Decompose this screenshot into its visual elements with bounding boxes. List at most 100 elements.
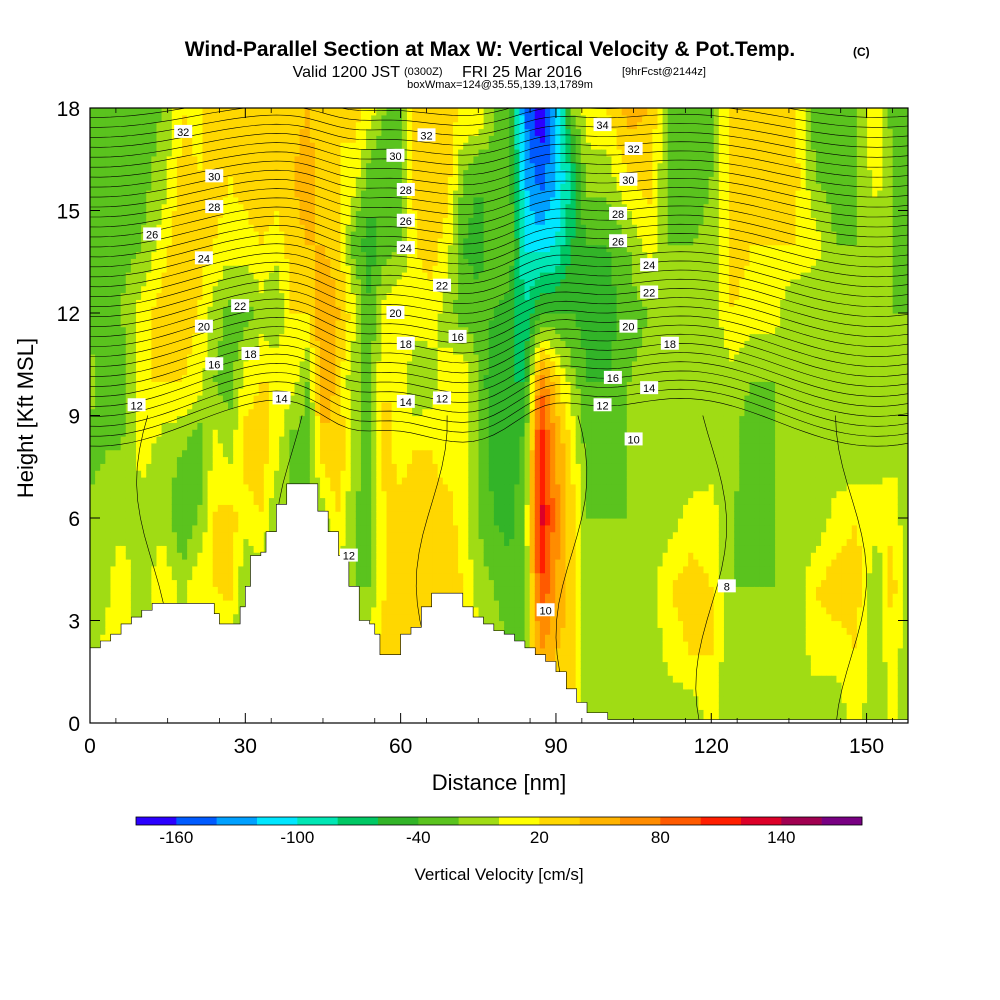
- w-cell: [156, 374, 163, 382]
- w-cell: [228, 579, 234, 587]
- w-cell: [207, 565, 214, 574]
- w-cell: [279, 272, 285, 280]
- w-cell: [299, 258, 306, 266]
- w-cell: [161, 586, 168, 594]
- w-cell: [263, 483, 270, 492]
- w-cell: [176, 183, 183, 191]
- w-cell: [289, 415, 296, 423]
- w-cell: [263, 429, 270, 437]
- w-cell: [350, 442, 357, 451]
- w-cell: [110, 504, 117, 512]
- w-cell: [146, 552, 152, 560]
- w-cell: [192, 490, 198, 499]
- w-cell: [314, 142, 321, 150]
- w-cell: [263, 477, 270, 485]
- w-cell: [151, 237, 158, 246]
- w-cell: [156, 463, 163, 471]
- w-cell: [130, 360, 137, 369]
- w-cell: [141, 354, 147, 362]
- w-cell: [182, 593, 188, 601]
- w-cell: [238, 511, 244, 519]
- w-cell: [130, 422, 137, 430]
- w-cell: [100, 442, 106, 451]
- w-cell: [279, 429, 285, 437]
- w-cell: [309, 388, 316, 396]
- w-cell: [274, 142, 280, 150]
- w-cell: [330, 244, 336, 253]
- w-cell: [233, 354, 239, 362]
- w-cell: [176, 313, 183, 321]
- w-cell: [125, 388, 132, 396]
- w-cell: [320, 162, 326, 171]
- w-cell: [243, 395, 250, 403]
- w-cell: [207, 470, 214, 478]
- w-cell: [371, 470, 377, 478]
- w-cell: [115, 224, 122, 232]
- w-cell: [366, 552, 372, 560]
- w-cell: [182, 483, 188, 492]
- w-cell: [330, 340, 336, 348]
- w-cell: [100, 613, 106, 622]
- w-cell: [161, 210, 168, 218]
- w-cell: [340, 135, 347, 143]
- w-cell: [176, 272, 183, 280]
- w-cell: [268, 155, 275, 164]
- w-cell: [192, 333, 198, 341]
- w-cell: [238, 408, 244, 417]
- w-cell: [110, 490, 117, 499]
- w-cell: [192, 135, 198, 143]
- w-cell: [192, 524, 198, 533]
- w-cell: [146, 360, 152, 369]
- w-cell: [202, 121, 209, 130]
- w-cell: [350, 497, 357, 505]
- w-cell: [120, 162, 127, 171]
- w-cell: [309, 401, 316, 410]
- w-cell: [217, 231, 224, 239]
- w-cell: [243, 367, 250, 376]
- w-cell: [294, 128, 301, 136]
- w-cell: [248, 367, 255, 376]
- w-cell: [212, 559, 219, 567]
- w-cell: [350, 429, 357, 437]
- w-cell: [202, 401, 209, 410]
- w-cell: [258, 251, 265, 259]
- w-cell: [355, 162, 362, 171]
- w-cell: [197, 572, 204, 581]
- w-cell: [309, 367, 316, 376]
- w-cell: [120, 606, 127, 615]
- w-cell: [182, 559, 188, 567]
- w-cell: [95, 326, 101, 335]
- w-cell: [355, 538, 362, 546]
- w-cell: [360, 470, 367, 478]
- w-cell: [161, 258, 168, 266]
- w-cell: [105, 333, 112, 341]
- w-cell: [320, 251, 326, 259]
- w-cell: [304, 162, 311, 171]
- w-cell: [340, 354, 347, 362]
- w-cell: [141, 518, 147, 526]
- w-cell: [279, 162, 285, 171]
- w-cell: [222, 319, 229, 328]
- w-cell: [309, 203, 316, 212]
- w-cell: [253, 265, 260, 273]
- w-cell: [294, 210, 301, 218]
- w-cell: [197, 374, 204, 382]
- w-cell: [238, 313, 244, 321]
- w-cell: [233, 149, 239, 157]
- w-cell: [182, 251, 188, 259]
- w-cell: [161, 340, 168, 348]
- w-cell: [161, 149, 168, 157]
- w-cell: [366, 613, 372, 622]
- w-cell: [360, 559, 367, 567]
- w-cell: [90, 292, 96, 300]
- w-cell: [294, 381, 301, 389]
- w-cell: [345, 367, 352, 376]
- w-cell: [90, 231, 96, 239]
- w-cell: [330, 347, 336, 355]
- w-cell: [350, 285, 357, 294]
- w-cell: [366, 265, 372, 273]
- w-cell: [243, 360, 250, 369]
- w-cell: [258, 114, 265, 123]
- w-cell: [136, 490, 142, 499]
- w-cell: [176, 306, 183, 314]
